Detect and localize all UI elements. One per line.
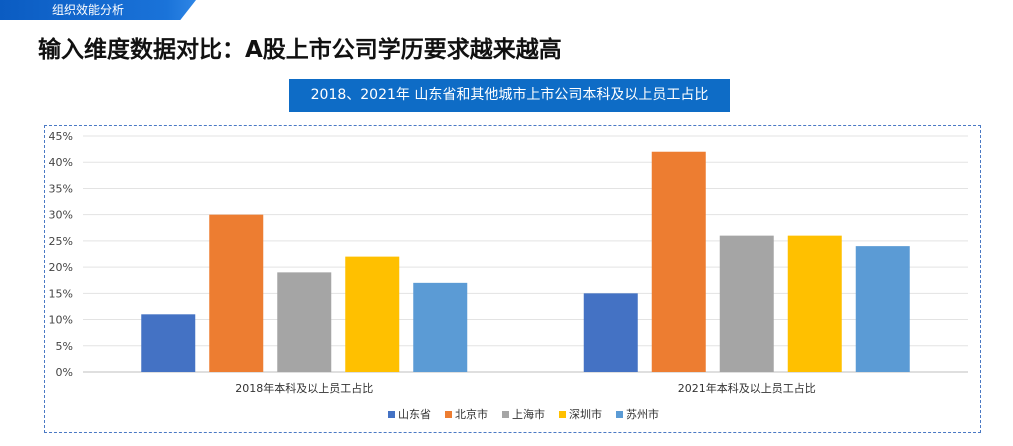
bar-上海市-0 — [277, 272, 332, 372]
bar-北京市-1 — [651, 151, 706, 372]
legend-label: 山东省 — [398, 408, 431, 421]
legend-label: 北京市 — [455, 408, 488, 421]
legend-swatch — [502, 410, 509, 418]
legend-label: 苏州市 — [626, 408, 659, 421]
section-tag-label: 组织效能分析 — [52, 3, 125, 17]
y-tick-label: 20% — [49, 261, 73, 274]
legend-label: 深圳市 — [569, 408, 602, 421]
bar-苏州市-0 — [413, 282, 468, 372]
legend-item: 山东省 — [388, 406, 431, 422]
bar-深圳市-1 — [787, 235, 842, 372]
legend-swatch — [388, 410, 395, 418]
page-title: 输入维度数据对比：A股上市公司学历要求越来越高 — [38, 37, 562, 63]
bar-山东省-1 — [583, 293, 638, 372]
y-tick-label: 0% — [56, 366, 73, 379]
x-category-label: 2018年本科及以上员工占比 — [235, 381, 373, 395]
y-tick-label: 40% — [49, 156, 73, 169]
bar-苏州市-1 — [855, 246, 910, 372]
y-tick-label: 25% — [49, 235, 73, 248]
bar-上海市-1 — [719, 235, 774, 372]
y-tick-label: 45% — [49, 130, 73, 143]
legend-item: 上海市 — [502, 406, 545, 422]
bar-山东省-0 — [141, 314, 196, 372]
legend-swatch — [445, 410, 452, 418]
legend-label: 上海市 — [512, 408, 545, 421]
y-tick-label: 10% — [49, 314, 73, 327]
legend-swatch — [559, 410, 566, 418]
legend-item: 北京市 — [445, 406, 488, 422]
bar-深圳市-0 — [345, 256, 400, 372]
chart-legend: 山东省 北京市 上海市 深圳市 苏州市 — [388, 406, 673, 422]
x-category-label: 2021年本科及以上员工占比 — [678, 381, 816, 395]
y-tick-label: 30% — [49, 209, 73, 222]
section-tag: 组织效能分析 — [0, 0, 196, 20]
y-tick-label: 5% — [56, 340, 73, 353]
chart-frame — [44, 125, 981, 433]
legend-swatch — [616, 410, 623, 418]
y-tick-label: 15% — [49, 287, 73, 300]
legend-item: 苏州市 — [616, 406, 659, 422]
y-tick-label: 35% — [49, 182, 73, 195]
bar-北京市-0 — [209, 214, 264, 372]
chart-title: 2018、2021年 山东省和其他城市上市公司本科及以上员工占比 — [289, 79, 730, 112]
legend-item: 深圳市 — [559, 406, 602, 422]
